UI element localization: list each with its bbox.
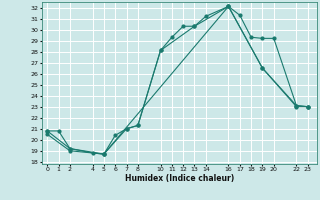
X-axis label: Humidex (Indice chaleur): Humidex (Indice chaleur) (124, 174, 234, 183)
